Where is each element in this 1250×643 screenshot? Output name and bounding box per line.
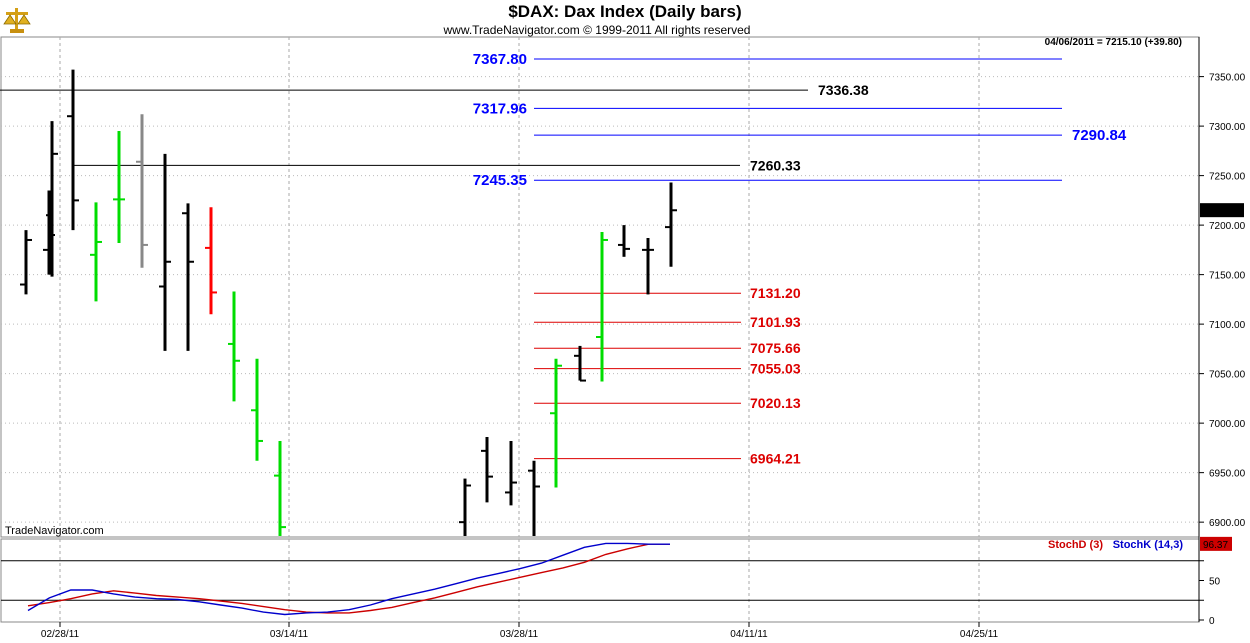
price-levels: 7367.80 7336.38 7317.96 7290.84 7260.33 7245.… xyxy=(0,51,1127,467)
y-tick-label: 7000.00 xyxy=(1209,419,1246,430)
stoch-last-tag xyxy=(1200,536,1232,551)
price-panel-frame xyxy=(0,36,1200,538)
price-bars xyxy=(20,69,677,536)
stoch-series-line xyxy=(27,542,670,616)
stochastic-lines xyxy=(27,542,670,616)
indicator-grid xyxy=(1,539,1199,622)
y-tick-label: 50 xyxy=(1209,577,1221,588)
level-label: 7245.35 xyxy=(473,172,527,189)
stoch-series-line xyxy=(27,543,670,614)
trade-navigator-logo-icon xyxy=(3,8,31,33)
price-axis: 6900.00 6950.00 7000.00 7050.00 7100.00 7150.… xyxy=(1199,73,1246,529)
indicator-panel-frame xyxy=(0,538,1200,623)
last-price-tag xyxy=(1200,203,1244,218)
chart-title: $DAX: Dax Index (Daily bars) xyxy=(508,2,741,21)
level-label: 7317.96 xyxy=(473,100,527,117)
y-tick-label: 7300.00 xyxy=(1209,122,1246,133)
x-tick-label: 02/28/11 xyxy=(41,629,80,640)
y-tick-label: 0 xyxy=(1209,616,1215,627)
y-tick-label: 7200.00 xyxy=(1209,221,1246,232)
y-tick-label: 6900.00 xyxy=(1209,518,1246,529)
indicator-axis: 0 50 96.37 xyxy=(1199,536,1232,627)
stoch-last-tag-label: 96.37 xyxy=(1203,540,1228,551)
price-grid xyxy=(1,37,1199,537)
watermark: TradeNavigator.com xyxy=(5,525,104,537)
level-label: 7020.13 xyxy=(750,395,801,411)
y-tick-label: 7350.00 xyxy=(1209,73,1246,84)
level-label: 6964.21 xyxy=(750,451,801,467)
level-label: 7131.20 xyxy=(750,285,801,301)
y-tick-label: 7100.00 xyxy=(1209,320,1246,331)
level-label: 7055.03 xyxy=(750,361,801,377)
level-label: 7290.84 xyxy=(1072,127,1127,144)
level-label: 7336.38 xyxy=(818,82,869,98)
last-price-tag-label: 7215.10 xyxy=(1203,206,1240,217)
y-tick-label: 6950.00 xyxy=(1209,469,1246,480)
date-axis: 02/28/11 03/14/11 03/28/11 04/11/11 04/25/11 xyxy=(41,622,999,640)
x-tick-label: 03/28/11 xyxy=(500,629,539,640)
legend-stochk: StochK (14,3) xyxy=(1113,539,1184,551)
legend-stochd: StochD (3) xyxy=(1048,539,1103,551)
level-label: 7075.66 xyxy=(750,340,801,356)
x-tick-label: 04/25/11 xyxy=(960,629,999,640)
last-price-info: 04/06/2011 = 7215.10 (+39.80) xyxy=(1045,37,1182,48)
level-label: 7367.80 xyxy=(473,51,527,68)
y-tick-label: 7250.00 xyxy=(1209,172,1246,183)
y-tick-label: 7150.00 xyxy=(1209,271,1246,282)
level-label: 7260.33 xyxy=(750,157,801,173)
copyright-text: www.TradeNavigator.com © 1999-2011 All r… xyxy=(443,23,751,37)
level-label: 7101.93 xyxy=(750,314,801,330)
x-tick-label: 04/11/11 xyxy=(730,629,768,640)
x-tick-label: 03/14/11 xyxy=(270,629,309,640)
y-tick-label: 7050.00 xyxy=(1209,370,1246,381)
